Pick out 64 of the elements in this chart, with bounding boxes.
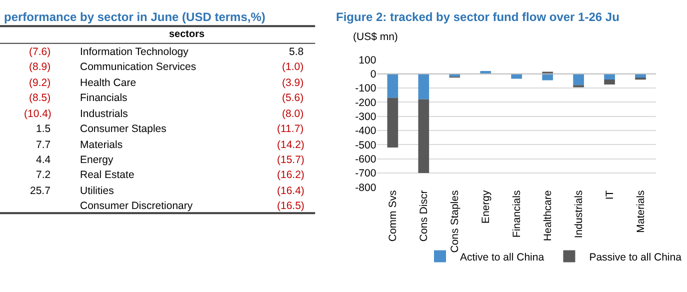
x-tick-label: Energy [480,190,492,224]
x-tick-label: Healthcare [542,190,554,242]
x-tick-label: Cons Discr [418,190,430,242]
data-label: 5.8 [289,46,304,58]
data-label: (10.4) [24,108,52,120]
y-tick-label: 0 [370,68,376,81]
category-label: Materials [80,139,123,151]
category-label: Information Technology [80,46,190,58]
chart-title: Figure 2: tracked by sector fund flow over 1-26 Ju [336,10,620,24]
data-label: (15.7) [277,154,304,166]
text: performance by sector in June (USD terms,%) [4,10,266,24]
category-label: Energy [80,154,114,166]
data-label: (14.2) [277,139,304,151]
y-tick-label: -700 [355,168,376,180]
y-tick-label: 100 [358,54,376,66]
bar [418,74,430,100]
data-label: (11.7) [277,123,304,135]
data-label: 1.5 [36,123,51,135]
x-tick-label: Materials [634,190,647,233]
x-tick-label: Financials [511,190,523,238]
category-label: Industrials [80,108,128,120]
bar [511,74,522,79]
data-label: (1.0) [282,61,304,73]
category-label: Real Estate [80,169,134,181]
data-label: 7.7 [36,139,51,151]
data-label: 25.7 [30,185,51,197]
y-tick-label: -300 [355,111,376,124]
bar [387,74,398,98]
y-tick-label: -400 [355,125,376,138]
data-label: (9.2) [29,77,51,89]
y-tick-label: -800 [355,182,376,194]
category-label: Health Care [80,77,136,89]
legend-label: Active to all China [460,251,544,264]
legend-label: Passive to all China [589,251,682,264]
data-label: (3.9) [282,77,304,89]
category-label: Utilities [80,185,114,197]
data-label: (16.4) [277,185,304,197]
data-label: 7.2 [36,169,51,181]
x-tick-label: Comm Svs [387,190,400,242]
data-label: (5.6) [282,92,304,104]
data-label: (8.9) [29,61,51,73]
bar [573,74,584,86]
bar [418,99,430,174]
y-tick-label: -200 [355,96,376,109]
y-tick-label: -500 [355,139,376,152]
data-label: 4.4 [36,154,51,166]
category-label: Consumer Staples [80,123,166,135]
data-label: (16.2) [277,169,304,181]
bar [604,80,615,84]
category-label: Communication Services [80,61,196,73]
bar [387,98,398,148]
text: sectors [169,29,206,40]
y-tick-label: -600 [355,154,376,166]
data-label: (8.0) [282,108,304,120]
data-label: (8.5) [29,92,51,104]
x-tick-label: Cons Staples [449,190,462,253]
data-label: (7.6) [29,46,51,58]
y-tick-label: -100 [355,82,376,95]
y-axis-title: (US$ mn) [353,31,398,43]
data-label: (16.5) [277,200,304,212]
x-tick-label: IT [604,190,616,200]
category-label: Financials [80,92,128,104]
x-tick-label: Industrials [572,190,585,238]
category-label: Consumer Discretionary [80,200,194,212]
